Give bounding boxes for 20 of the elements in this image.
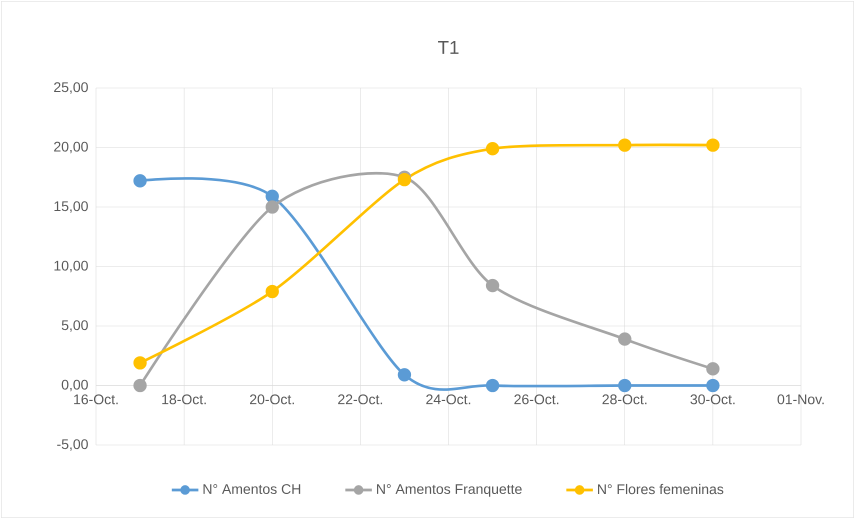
chart-title: T1 xyxy=(438,41,458,54)
x-tick-label: 28-Oct. xyxy=(602,394,646,404)
y-tick-label: 15,00 xyxy=(54,201,88,213)
legend-label: N° Amentos Franquette xyxy=(377,484,522,497)
y-tick-label: 25,00 xyxy=(54,82,88,94)
x-tick-label: 18-Oct. xyxy=(162,394,206,404)
x-tick-label: 20-Oct. xyxy=(250,394,294,404)
y-tick-label: 20,00 xyxy=(54,142,88,154)
legend-label: N° Flores femeninas xyxy=(598,484,724,494)
y-tick-label: 0,00 xyxy=(62,380,88,392)
y-tick-label: 5,00 xyxy=(62,320,88,332)
x-tick-label: 30-Oct. xyxy=(690,394,735,404)
legend-label: N° Amentos CH xyxy=(204,484,300,494)
x-tick-label: 26-Oct. xyxy=(514,394,558,404)
y-tick-label: -5,00 xyxy=(57,439,88,451)
x-tick-label: 16-Oct. xyxy=(74,394,118,404)
x-tick-label: 22-Oct. xyxy=(338,394,382,404)
x-tick-label: 01-Nov. xyxy=(778,394,824,404)
y-tick-label: 10,00 xyxy=(54,260,88,272)
x-tick-label: 24-Oct. xyxy=(426,394,470,404)
